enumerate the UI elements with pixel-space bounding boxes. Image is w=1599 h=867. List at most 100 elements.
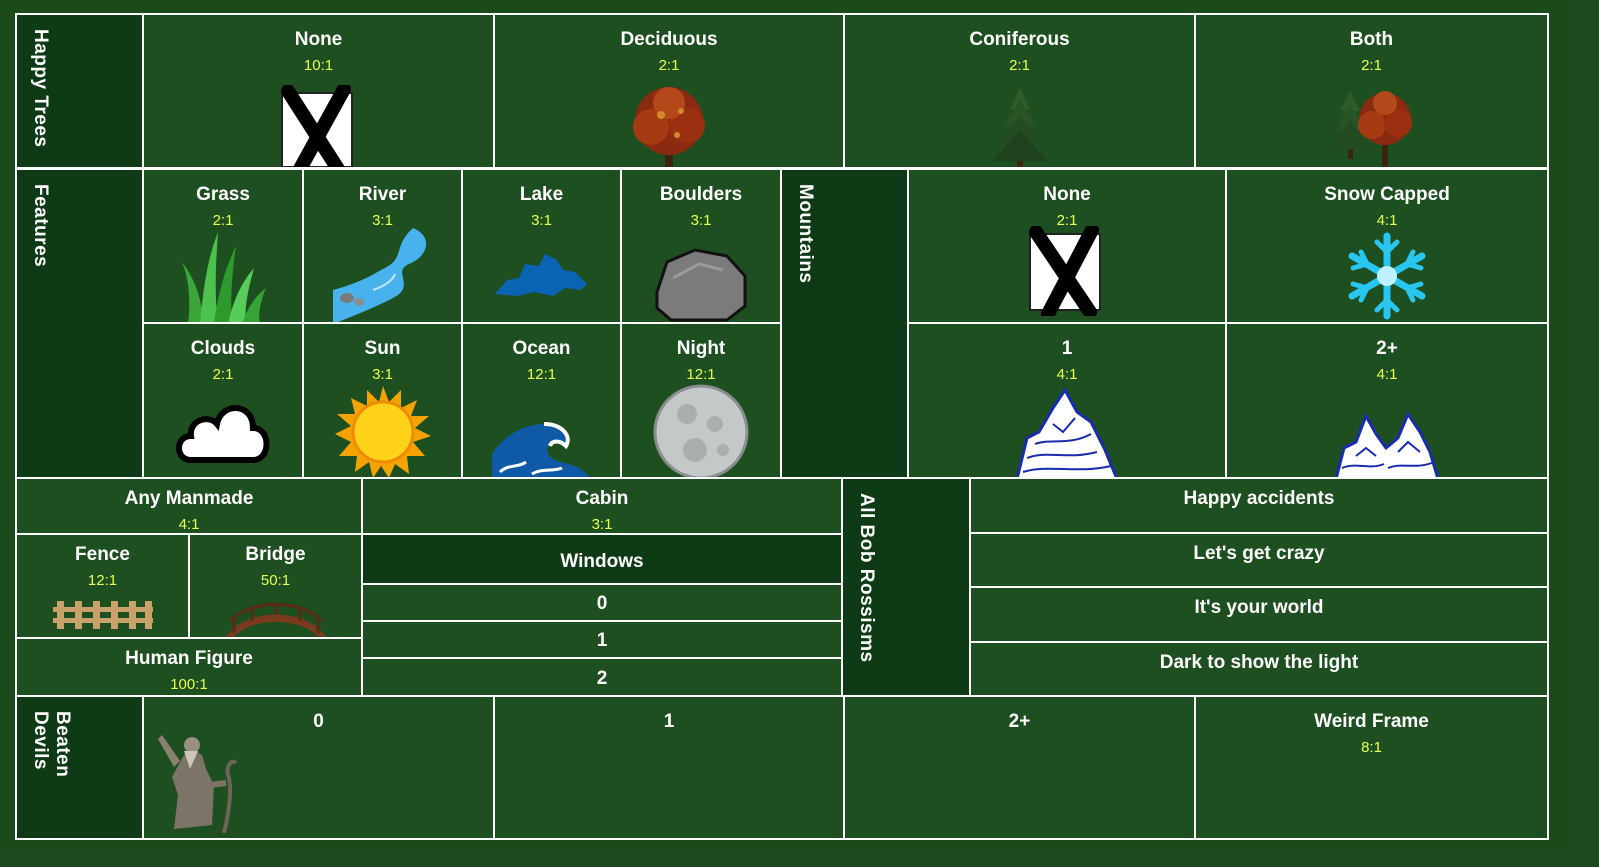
feature-boulders-cell[interactable]: Boulders 3:1 xyxy=(620,168,782,324)
feature-river-cell[interactable]: River 3:1 xyxy=(302,168,463,324)
rossism-lets-get-crazy[interactable]: Let's get crazy xyxy=(969,532,1549,588)
bridge-label: Bridge xyxy=(245,544,306,565)
mountain-two-plus-label: 2+ xyxy=(1376,338,1398,359)
happy-trees-title: Happy Trees xyxy=(30,29,51,148)
tree-deciduous-cell[interactable]: Deciduous 2:1 xyxy=(493,13,845,169)
human-figure-cell[interactable]: Human Figure 100:1 xyxy=(15,637,363,697)
mountain-snow-capped-odds: 4:1 xyxy=(1376,212,1398,229)
rossism-label: Dark to show the light xyxy=(1159,652,1359,673)
tree-coniferous-cell[interactable]: Coniferous 2:1 xyxy=(843,13,1196,169)
windows-option-0[interactable]: 0 xyxy=(361,583,843,622)
x-mark-icon xyxy=(1029,226,1101,316)
devils-two-plus-label: 2+ xyxy=(1008,711,1031,732)
tree-coniferous-odds: 2:1 xyxy=(1009,57,1030,74)
wave-icon xyxy=(491,422,590,477)
feature-boulders-label: Boulders xyxy=(659,184,743,205)
windows-option-label: 0 xyxy=(596,593,608,614)
devils-one-label: 1 xyxy=(663,711,675,732)
feature-lake-odds: 3:1 xyxy=(531,212,552,229)
mountain-one-label: 1 xyxy=(1061,338,1073,359)
tree-none-cell[interactable]: None 10:1 xyxy=(142,13,495,169)
any-manmade-cell[interactable]: Any Manmade 4:1 xyxy=(15,477,363,535)
tree-coniferous-label: Coniferous xyxy=(969,29,1070,50)
cloud-icon xyxy=(176,405,270,463)
windows-option-1[interactable]: 1 xyxy=(361,620,843,659)
pine-tree-icon xyxy=(991,87,1048,167)
any-manmade-label: Any Manmade xyxy=(124,488,254,509)
rossism-dark-to-show-the-light[interactable]: Dark to show the light xyxy=(969,641,1549,697)
fence-odds: 12:1 xyxy=(87,572,118,589)
happy-trees-header: Happy Trees xyxy=(15,13,144,169)
feature-boulders-odds: 3:1 xyxy=(690,212,712,229)
grass-icon xyxy=(182,232,266,322)
tree-deciduous-odds: 2:1 xyxy=(658,57,680,74)
tree-both-odds: 2:1 xyxy=(1361,57,1382,74)
tree-both-cell[interactable]: Both 2:1 xyxy=(1194,13,1549,169)
fence-label: Fence xyxy=(75,544,130,565)
mountain-two-plus-cell[interactable]: 2+ 4:1 xyxy=(1225,322,1549,479)
feature-clouds-odds: 2:1 xyxy=(212,366,234,383)
feature-grass-label: Grass xyxy=(196,184,250,205)
moon-icon xyxy=(653,384,749,477)
mountain-two-plus-odds: 4:1 xyxy=(1376,366,1398,383)
tree-both-label: Both xyxy=(1349,29,1394,50)
mixed-trees-icon xyxy=(1331,91,1412,167)
fence-icon xyxy=(52,601,153,629)
features-title: Features xyxy=(30,184,51,268)
mountain-none-cell[interactable]: None 2:1 xyxy=(907,168,1227,324)
mountains-header: Mountains xyxy=(780,168,909,479)
bridge-icon xyxy=(225,603,326,637)
fence-cell[interactable]: Fence 12:1 xyxy=(15,533,190,639)
devils-zero-label: 0 xyxy=(313,711,324,732)
feature-river-label: River xyxy=(358,184,407,205)
feature-sun-cell[interactable]: Sun 3:1 xyxy=(302,322,463,479)
rossism-its-your-world[interactable]: It's your world xyxy=(969,586,1549,643)
devils-zero-cell[interactable]: 0 xyxy=(142,695,495,840)
cabin-odds: 3:1 xyxy=(591,516,613,533)
windows-option-2[interactable]: 2 xyxy=(361,657,843,697)
rossism-label: Happy accidents xyxy=(1183,488,1335,509)
bridge-cell[interactable]: Bridge 50:1 xyxy=(188,533,363,639)
mountain-snow-capped-cell[interactable]: Snow Capped 4:1 xyxy=(1225,168,1549,324)
feature-sun-odds: 3:1 xyxy=(372,366,393,383)
cabin-cell[interactable]: Cabin 3:1 xyxy=(361,477,843,535)
beaten-devils-title: Beaten Devils xyxy=(30,711,73,778)
beaten-devils-header: Beaten Devils xyxy=(15,695,144,840)
lake-icon xyxy=(494,254,587,296)
boulder-icon xyxy=(655,248,747,322)
snowflake-icon xyxy=(1348,232,1426,320)
tree-none-label: None xyxy=(294,29,343,50)
windows-option-label: 2 xyxy=(596,668,608,689)
feature-lake-cell[interactable]: Lake 3:1 xyxy=(461,168,622,324)
feature-ocean-cell[interactable]: Ocean 12:1 xyxy=(461,322,622,479)
weird-frame-label: Weird Frame xyxy=(1314,711,1429,732)
feature-night-cell[interactable]: Night 12:1 xyxy=(620,322,782,479)
rossism-label: Let's get crazy xyxy=(1193,543,1325,564)
feature-clouds-label: Clouds xyxy=(190,338,256,359)
mountain-none-odds: 2:1 xyxy=(1056,212,1078,229)
mountain-one-cell[interactable]: 1 4:1 xyxy=(907,322,1227,479)
bridge-odds: 50:1 xyxy=(260,572,291,589)
feature-grass-cell[interactable]: Grass 2:1 xyxy=(142,168,304,324)
bingo-board: Happy Trees None 10:1 Deciduous 2:1 Coni… xyxy=(15,13,1549,840)
devils-two-plus-cell[interactable]: 2+ xyxy=(843,695,1196,840)
feature-ocean-odds: 12:1 xyxy=(526,366,557,383)
mountain-one-odds: 4:1 xyxy=(1056,366,1078,383)
mountain-icon xyxy=(1017,388,1117,477)
x-mark-icon xyxy=(280,85,353,167)
rossism-happy-accidents[interactable]: Happy accidents xyxy=(969,477,1549,534)
windows-title: Windows xyxy=(560,551,644,572)
feature-night-odds: 12:1 xyxy=(686,366,716,383)
river-icon xyxy=(332,228,426,322)
feature-river-odds: 3:1 xyxy=(372,212,393,229)
rossisms-header: All Bob Rossisms xyxy=(841,477,971,697)
feature-lake-label: Lake xyxy=(519,184,564,205)
devils-one-cell[interactable]: 1 xyxy=(493,695,845,840)
feature-clouds-cell[interactable]: Clouds 2:1 xyxy=(142,322,304,479)
human-figure-label: Human Figure xyxy=(125,648,253,669)
tree-deciduous-label: Deciduous xyxy=(620,29,718,50)
windows-option-label: 1 xyxy=(596,630,608,651)
human-figure-odds: 100:1 xyxy=(170,676,208,693)
feature-sun-label: Sun xyxy=(364,338,401,359)
weird-frame-cell[interactable]: Weird Frame 8:1 xyxy=(1194,695,1549,840)
